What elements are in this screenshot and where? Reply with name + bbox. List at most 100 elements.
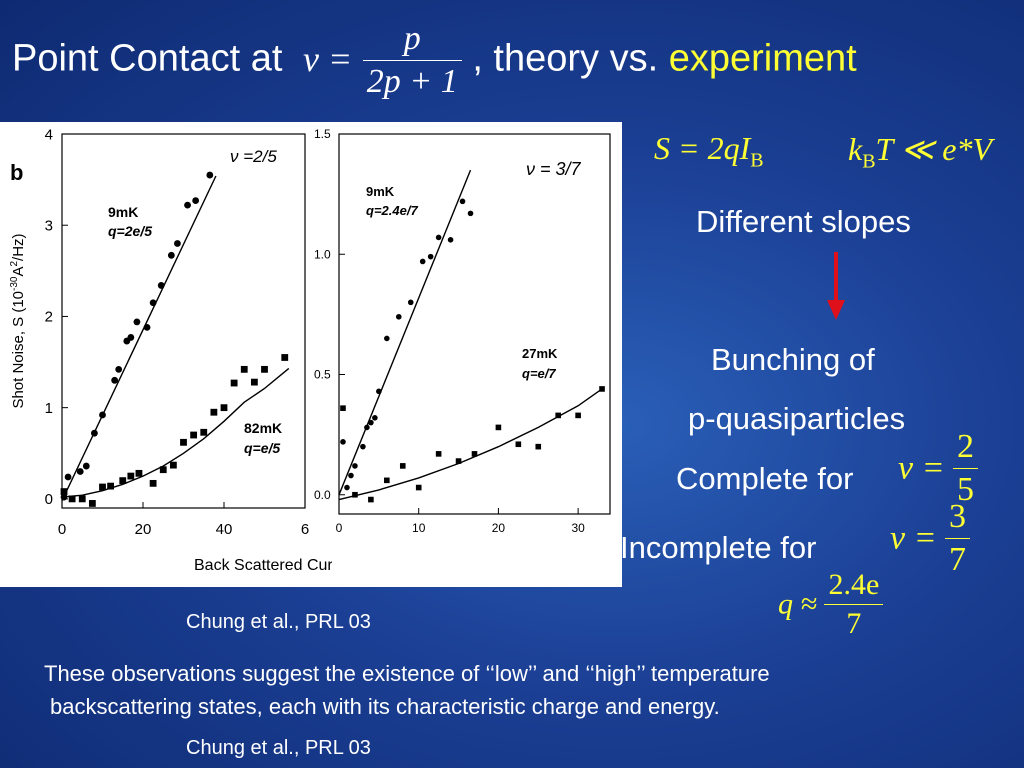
data-point-82mK [250,378,258,386]
data-point-9mK [340,439,346,445]
panel-label: b [10,160,23,185]
annotation-q-e5: q=e/5 [244,440,280,456]
formula-shot-noise: S = 2qIB [654,130,764,172]
data-point-9mK [115,365,123,373]
data-point-9mK [435,234,442,241]
data-point-27mK [435,451,442,457]
data-point-82mK [169,461,177,469]
incomplete-fraction-denominator: 7 [949,541,967,578]
annotation-27mk: 27mK [522,346,558,361]
chart-panel-left: 0 20 40 6 0 1 2 3 4 b ν =2/5 9mK q=2e/5 82mK q=e/5 Shot… [0,122,416,587]
data-point-27mK [415,484,422,491]
data-point-9mK [407,299,414,306]
data-point-9mK [360,443,366,450]
y-tick-label: 2 [45,309,53,326]
different-slopes-label: Different slopes [696,204,911,239]
q-fraction-bar [824,604,884,605]
data-point-9mK [111,376,119,384]
citation-bottom: Chung et al., PRL 03 [186,737,371,759]
data-point-82mK [281,354,289,361]
data-point-9mK [372,414,378,421]
conclusion-line-1: These observations suggest the existence… [44,661,770,686]
legend-nu: ν = 3/7 [526,159,582,179]
data-point-27mK [555,412,561,419]
annotation-q-2-4e7: q=2.4e/7 [366,203,418,218]
data-point-9mK [82,462,90,470]
data-point-9mK [174,240,181,247]
chart-right: 0 10 20 30 0.0 0.5 1.0 1.5 ν = 3/7 9mK q=2.4e/7 27m… [314,127,611,535]
data-point-27mK [515,441,522,448]
data-point-27mK [535,443,542,450]
data-point-82mK [107,482,114,490]
title-highlight: experiment [668,37,857,80]
q-fraction: 2.4e 7 [824,570,884,640]
data-point-9mK [157,282,165,289]
title-fraction-denominator: 2p + 1 [366,63,458,100]
data-point-9mK [184,201,191,209]
chart-panel-right: 0 10 20 30 0.0 0.5 1.0 1.5 ν = 3/7 9mK q=2.4e/7 27m… [314,122,622,587]
complete-fraction-bar [953,468,979,469]
data-point-9mK [376,388,382,395]
data-point-9mK [206,171,214,179]
data-point-9mK [76,468,84,475]
data-point-27mK [455,458,462,464]
data-point-27mK [471,451,478,457]
data-point-9mK [364,424,370,431]
x-tick-label: 20 [135,521,152,538]
data-point-9mK [99,411,106,419]
plot-frame [338,133,611,515]
data-point-82mK [261,365,268,373]
data-point-9mK [143,323,151,331]
complete-fraction: 2 5 [953,428,979,508]
data-point-9mK [348,472,354,479]
incomplete-fraction-bar [945,538,971,539]
data-point-82mK [190,431,198,439]
data-point-9mK [91,429,98,437]
data-point-82mK [88,500,96,507]
x-tick-label: 0 [336,521,343,535]
annotation-82mk: 82mK [244,420,282,436]
complete-fraction-numerator: 2 [957,428,975,465]
annotation-q-e7: q=e/7 [522,366,556,381]
title-mid: , theory vs. [472,37,659,80]
q-approx: q ≈ [778,587,817,621]
data-point-9mK [64,473,72,481]
title-nu: ν = [302,38,353,79]
data-point-9mK [344,484,350,491]
down-arrow-icon [827,252,845,320]
y-axis-label: Shot Noise, S (10-30A2/Hz) [9,233,27,408]
q-fraction-denominator: 7 [846,607,862,640]
formula-k-sub: B [862,150,876,173]
data-point-82mK [180,438,187,446]
data-point-82mK [127,472,135,480]
data-point-27mK [495,424,502,431]
x-tick-label: 40 [216,521,233,538]
x-tick-label: 10 [412,521,426,535]
data-point-27mK [368,496,374,503]
data-point-9mK [127,334,135,341]
fit-line-82mK [61,367,290,498]
formula-s-sub: B [750,149,764,172]
data-point-82mK [220,404,228,412]
title-fraction: p 2p + 1 [362,22,462,100]
y-tick-label: 0 [45,491,53,508]
title-fraction-bar [362,60,462,61]
data-point-82mK [230,379,238,387]
data-point-82mK [60,488,68,495]
x-tick-label: 30 [571,521,585,535]
data-point-9mK [149,299,157,307]
data-point-9mK [167,251,175,259]
annotation-9mk: 9mK [366,184,395,199]
slide-title: Point Contact at ν = p 2p + 1 , theory v… [12,22,857,99]
complete-fraction-denominator: 5 [957,471,975,508]
data-point-27mK [599,386,605,392]
y-tick-label: 1 [45,400,53,417]
data-point-27mK [399,463,406,469]
legend-nu: ν =2/5 [230,147,277,166]
data-point-82mK [149,479,157,487]
data-point-9mK [467,210,474,217]
data-point-82mK [159,466,167,474]
formula-temperature-condition: kBT ≪ e*V [848,130,992,173]
incomplete-nu: ν = [890,519,937,557]
incomplete-fraction-numerator: 3 [949,498,967,535]
